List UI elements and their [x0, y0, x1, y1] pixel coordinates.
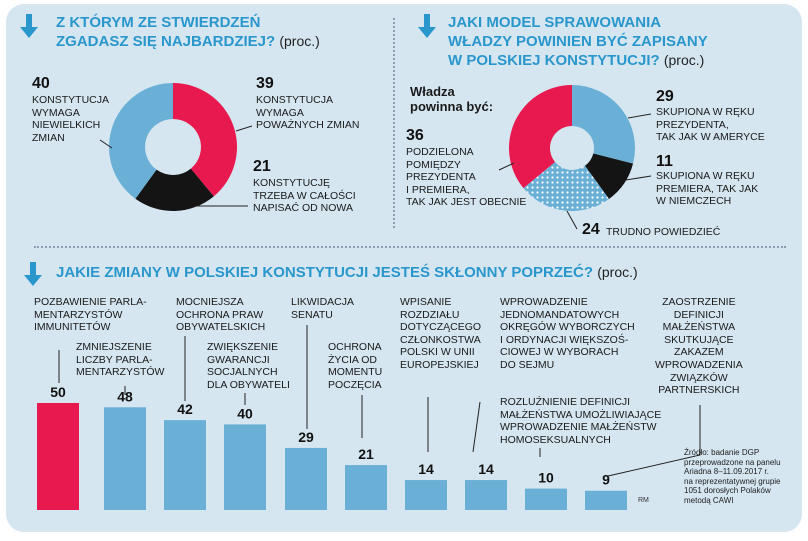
- donut-slice-4: [508, 85, 572, 189]
- bar-chart: 50 48 42 40 29 21 14 14 10 9: [37, 384, 627, 510]
- bar-value-5: 29: [298, 429, 314, 445]
- horizontal-separator: [34, 246, 786, 248]
- source-note: Źródło: badanie DGP przeprowadzone na pa…: [684, 448, 781, 505]
- pie1-label-2: KONSTYTUCJĘ TRZEBA W CAŁOŚCI NAPISAĆ OD NO…: [253, 177, 356, 215]
- pie1-value-1: 39: [256, 75, 274, 92]
- pie2-value-4: 36: [406, 127, 424, 144]
- bar-label-4: ZWIĘKSZENIE GWARANCJI SOCJALNYCH DLA OBYWAT…: [207, 341, 290, 391]
- bar-label-1: POZBAWIENIE PARLA- MENTARZYSTÓW IMMUNITETÓ…: [34, 296, 147, 334]
- vertical-separator: [393, 18, 395, 228]
- leader-pie2-4: [498, 162, 515, 171]
- donut-slice-3: [523, 162, 610, 211]
- leader-pie2-1: [627, 113, 652, 119]
- donut-slice-1: [572, 85, 635, 164]
- bar-7: [405, 480, 447, 510]
- down-arrow-icon: [20, 14, 38, 38]
- donut-slice-2: [584, 153, 634, 199]
- bar-value-7: 14: [418, 461, 434, 477]
- pie1-label-3: KONSTYTUCJA WYMAGA NIEWIELKICH ZMIAN: [32, 94, 110, 144]
- bar-label-3: MOCNIEJSZA OCHRONA PRAW OBYWATELSKICH: [176, 296, 266, 334]
- leader-pie2-2: [625, 175, 652, 181]
- bar-3: [164, 420, 206, 510]
- section2-title: JAKI MODEL SPRAWOWANIA WŁADZY POWINIEN B…: [448, 14, 708, 69]
- bar-2: [104, 407, 146, 510]
- pie2-label-4: PODZIELONA POMIĘDZY PREZYDENTA I PREMIERA, T…: [406, 146, 527, 209]
- bar-label-9: ROZLUŹNIENIE DEFINICJI MAŁŻEŃSTWA UMOŻLIW…: [500, 396, 662, 446]
- leader-bar-10: [607, 405, 701, 477]
- leader-pie2-3: [566, 210, 578, 230]
- leader-pie1-1: [235, 125, 253, 132]
- leader-bar-8: [472, 401, 481, 453]
- bar-value-4: 40: [237, 405, 253, 421]
- down-arrow-icon: [418, 14, 436, 38]
- bar-value-3: 42: [177, 401, 193, 417]
- section2-subtitle: Władza powinna być:: [410, 84, 494, 114]
- bar-label-10: ZAOSTRZENIE DEFINICJI MAŁŻEŃSTWA SKUTKUJĄCE…: [655, 296, 743, 397]
- bar-value-1: 50: [50, 384, 66, 400]
- bar-value-9: 10: [538, 470, 554, 486]
- pie1-label-1: KONSTYTUCJA WYMAGA POWAŻNYCH ZMIAN: [256, 94, 360, 132]
- pie-chart-2: [508, 85, 635, 211]
- pie1-value-2: 21: [253, 158, 271, 175]
- pie2-label-1: SKUPIONA W RĘKU PREZYDENTA, TAK JAK W AMER…: [656, 106, 765, 144]
- bar-label-8: WPROWADZENIE JEDNOMANDATOWYCH OKRĘGÓW WYBO…: [500, 296, 635, 371]
- leader-lines: [58, 113, 701, 477]
- donut-slice-2: [135, 168, 214, 211]
- down-arrow-icon: [24, 262, 42, 286]
- leader-pie1-3: [99, 139, 113, 149]
- bar-10: [585, 490, 627, 510]
- bar-value-6: 21: [358, 446, 374, 462]
- bar-label-7: WPISANIE ROZDZIAŁU DOTYCZĄCEGO CZŁONKOSTWA P…: [400, 296, 482, 371]
- bar-6: [345, 465, 387, 510]
- bar-4: [224, 424, 266, 510]
- pie2-value-3: 24: [582, 221, 600, 238]
- bar-label-6: OCHRONA ŻYCIA OD MOMENTU POCZĘCIA: [328, 341, 383, 391]
- pie2-label-3: TRUDNO POWIEDZIEĆ: [606, 226, 721, 238]
- bar-label-2: ZMNIEJSZENIE LICZBY PARLA- MENTARZYSTÓW: [76, 341, 165, 379]
- pie1-value-3: 40: [32, 75, 50, 92]
- pie-chart-1: [109, 83, 237, 211]
- bar-8: [465, 480, 507, 510]
- bar-1: [37, 403, 79, 510]
- donut-slice-3: [109, 83, 173, 199]
- bar-5: [285, 447, 327, 510]
- credit: RM: [638, 497, 649, 504]
- bar-value-10: 9: [602, 472, 610, 488]
- bar-value-8: 14: [478, 461, 494, 477]
- section1-title: Z KTÓRYM ZE STWIERDZEŃ ZGADASZ SIĘ NAJBA…: [56, 14, 320, 50]
- pie2-value-2: 11: [656, 153, 673, 170]
- bar-label-5: LIKWIDACJA SENATU: [291, 296, 355, 321]
- pie2-label-2: SKUPIONA W RĘKU PREMIERA, TAK JAK W NIEMCZ…: [656, 170, 759, 208]
- bar-9: [525, 488, 567, 510]
- bar-value-2: 48: [117, 388, 133, 404]
- section3-title: JAKIE ZMIANY W POLSKIEJ KONSTYTUCJI JEST…: [56, 264, 638, 281]
- donut-slice-1: [173, 83, 237, 197]
- pie2-value-1: 29: [656, 88, 674, 105]
